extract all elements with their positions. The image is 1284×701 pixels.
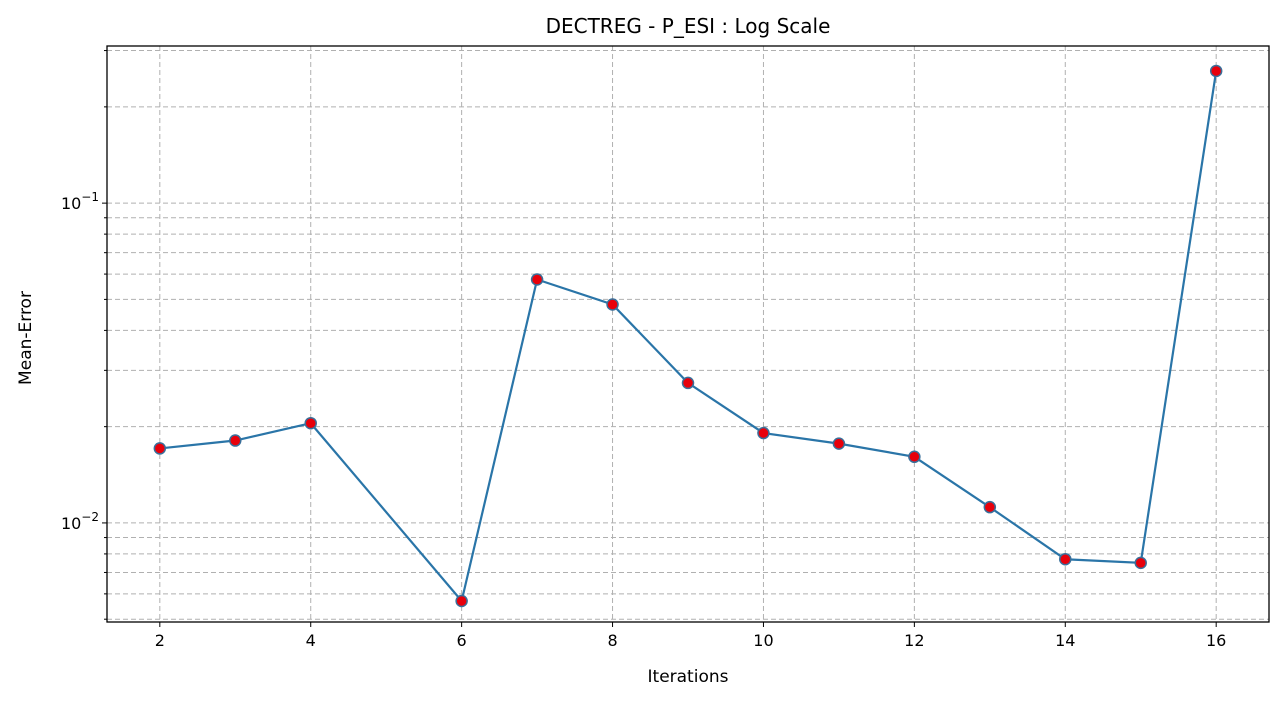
- data-point: [681, 376, 695, 390]
- x-tick-label: 12: [904, 631, 924, 650]
- data-point: [606, 298, 619, 311]
- data-point: [983, 500, 997, 514]
- series-line: [159, 70, 1218, 604]
- data-point: [908, 450, 921, 464]
- x-axis-label: Iterations: [648, 667, 729, 687]
- x-tick-label: 4: [306, 631, 316, 650]
- y-tick-label: 10−1: [61, 190, 99, 213]
- data-point: [229, 434, 242, 447]
- x-tick-label: 14: [1055, 631, 1075, 650]
- data-point: [1134, 556, 1147, 570]
- chart-title: DECTREG - P_ESI : Log Scale: [546, 14, 831, 38]
- x-tick-label: 2: [155, 631, 165, 650]
- x-tick-label: 16: [1206, 631, 1226, 650]
- data-point: [1059, 552, 1072, 566]
- data-point: [455, 594, 468, 608]
- data-point: [832, 437, 846, 450]
- y-tick-label: 10−2: [61, 510, 99, 533]
- x-tick-label: 8: [607, 631, 617, 650]
- series-layer: [153, 64, 1223, 608]
- data-point: [1209, 64, 1223, 78]
- data-point: [153, 442, 167, 455]
- x-tick-label: 10: [753, 631, 773, 650]
- plot-frame: [106, 45, 1270, 623]
- ticks: 2 4 6 8 10 12 14 16 10−2 10−1: [61, 50, 1226, 650]
- data-point: [530, 273, 544, 286]
- data-point: [757, 426, 770, 440]
- y-axis-label: Mean-Error: [16, 291, 36, 385]
- data-point: [304, 416, 317, 430]
- x-tick-label: 6: [457, 631, 467, 650]
- grid: [107, 46, 1269, 622]
